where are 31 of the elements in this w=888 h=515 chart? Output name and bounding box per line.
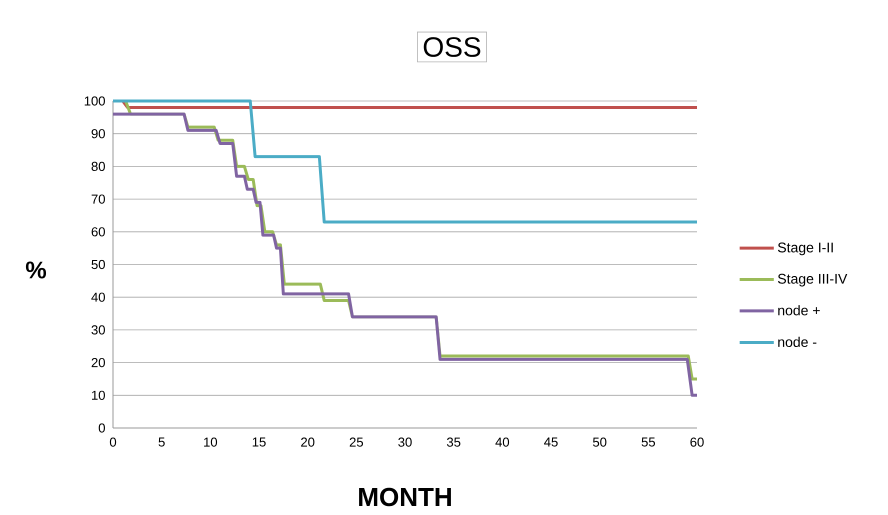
- y-tick-label: 50: [92, 260, 105, 270]
- x-tick-label: 5: [158, 438, 165, 447]
- y-axis-title: %: [26, 262, 46, 278]
- legend-label: node +: [778, 305, 820, 316]
- y-tick-label: 10: [92, 390, 105, 400]
- y-tick-label: 0: [98, 423, 105, 433]
- y-tick-label: 40: [91, 292, 105, 302]
- legend-label: node -: [778, 336, 816, 348]
- y-tick-label: 20: [92, 358, 105, 368]
- y-tick-label: 80: [92, 162, 105, 171]
- y-tick-label: 100: [84, 96, 105, 106]
- legend-label: Stage I-II: [778, 242, 833, 256]
- y-tick-label: 60: [92, 227, 105, 236]
- y-tick-label: 90: [92, 129, 105, 138]
- x-tick-label: 50: [592, 438, 606, 447]
- y-tick-label: 30: [92, 325, 105, 334]
- x-tick-label: 40: [495, 438, 510, 447]
- x-tick-label: 45: [544, 438, 558, 447]
- chart-title: OSS: [424, 37, 480, 57]
- y-tick-label: 70: [92, 194, 105, 204]
- x-tick-label: 25: [350, 438, 364, 447]
- x-tick-label: 15: [252, 438, 266, 447]
- x-axis-title: MONTH: [359, 488, 451, 506]
- x-tick-label: 55: [642, 438, 656, 447]
- x-tick-label: 0: [110, 438, 116, 447]
- x-tick-label: 60: [690, 438, 704, 447]
- x-tick-label: 10: [204, 438, 218, 447]
- legend-label: Stage III-IV: [778, 274, 848, 286]
- x-tick-label: 35: [446, 438, 460, 447]
- x-tick-label: 30: [398, 438, 412, 447]
- x-tick-label: 20: [301, 438, 314, 447]
